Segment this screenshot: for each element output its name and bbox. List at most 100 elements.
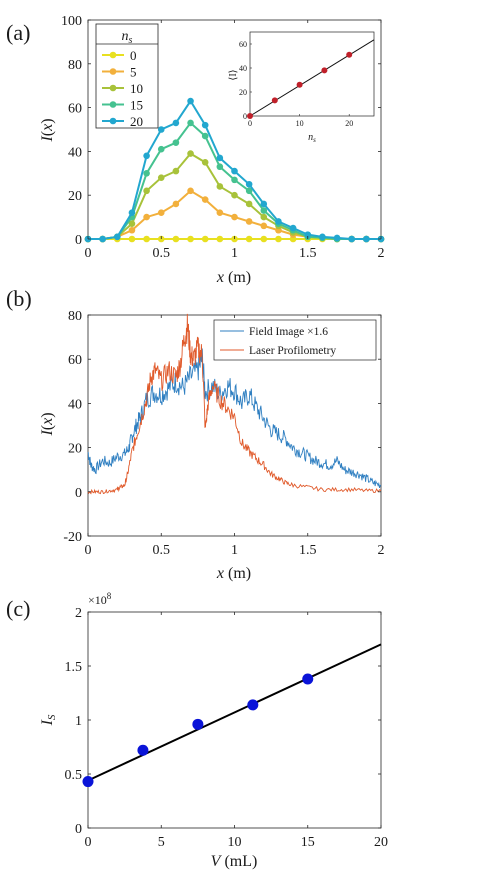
x-tick-label: 2 [378,246,385,261]
panel-label-b: (b) [6,286,32,311]
x-tick-label: 0 [85,543,92,558]
data-point [260,213,268,221]
data-point [143,235,150,243]
x-tick-label: 1 [231,246,238,261]
inset-y-tick-label: 20 [239,88,247,97]
y-tick-label: 60 [68,353,82,368]
inset-y-tick-label: 60 [239,40,247,49]
y-tick-label: 0 [75,822,82,837]
x-tick-label: 0.5 [153,246,171,261]
y-tick-label: 60 [68,102,82,117]
legend-marker [109,117,117,125]
y-tick-label: 0.5 [65,768,83,783]
data-point [231,213,238,221]
legend-label: 20 [130,114,143,129]
x-tick-label: 5 [158,835,165,850]
data-point [143,213,150,221]
x-tick-label: 0 [85,246,92,261]
y-tick-label: 20 [68,189,82,204]
data-point [187,187,194,195]
data-point [128,235,136,243]
data-point [172,235,180,243]
legend-marker [109,51,117,59]
data-point [260,235,268,243]
inset-data-point [346,51,353,58]
data-point [99,235,106,243]
panel-c-chart: 0 5 10 15 20 0 0.5 1 1.5 2 ×108 V (mL) IS [39,591,388,870]
data-point [231,167,238,175]
panel-a-ylabel: I(x) [39,118,56,142]
y-tick-label: 80 [68,309,82,324]
x-tick-label: 0.5 [153,543,171,558]
y-tick-label: 80 [68,58,82,73]
data-point [245,200,253,208]
inset-x-tick-label: 20 [345,119,353,128]
x-tick-label: 0 [85,835,92,850]
data-point [187,150,194,157]
legend-label: 10 [130,81,143,96]
panel-c-xlabel: V (mL) [211,853,258,870]
series-line-laser-profilometry [87,313,382,495]
data-point [245,187,253,195]
panel-b-ylabel: I(x) [39,412,56,436]
data-point [231,176,238,184]
data-point [128,209,136,217]
data-point [348,235,356,243]
inset-y-tick-label: 0 [243,112,247,121]
data-point [216,235,224,243]
legend-marker [109,68,117,75]
data-point [157,209,165,217]
legend-label: 5 [130,65,137,80]
data-point [216,163,224,171]
data-point [216,183,224,190]
data-point [157,174,165,181]
data-point [302,673,314,685]
inset-data-point [247,113,253,119]
data-point [187,97,194,105]
data-point [260,207,268,214]
panel-label-a: (a) [6,20,30,45]
data-point [275,218,282,225]
data-point [172,167,180,175]
y-tick-label: 100 [61,14,82,29]
data-point [216,209,224,217]
legend-marker [109,101,117,108]
inset-data-point [296,81,303,88]
data-point [201,121,209,129]
data-point [172,200,180,208]
y-tick-label: -20 [63,530,82,545]
data-point [187,119,194,127]
data-point [157,126,165,133]
panel-b-xlabel: x (m) [216,565,251,582]
legend-label-laser: Laser Profilometry [249,345,336,357]
data-point [247,699,259,711]
inset-xlabel: ns [308,132,316,144]
panel-b-legend: Field Image ×1.6 Laser Profilometry [213,319,377,361]
data-point [172,139,180,146]
panel-c-fit-line [87,643,382,782]
y-tick-label: 0 [75,233,82,248]
data-point [201,235,209,243]
data-point [157,145,165,153]
panel-label-c: (c) [6,596,30,621]
inset-ylabel: ⟨I⟩ [228,69,239,80]
inset-y-tick-label: 40 [239,64,247,73]
data-point [201,132,209,140]
y-tick-label: 40 [68,145,82,160]
y-tick-label: 1.5 [65,660,83,675]
legend-label: 0 [130,48,137,63]
x-tick-label: 20 [374,835,388,850]
data-point [289,224,297,232]
x-tick-label: 1.5 [299,246,317,261]
data-point [304,231,312,238]
data-point [245,218,253,225]
data-point [137,744,149,756]
data-point [128,226,136,234]
x-tick-label: 1 [231,543,238,558]
data-point [333,234,341,242]
panel-c-ylabel: IS [39,714,58,726]
data-point [192,718,204,730]
